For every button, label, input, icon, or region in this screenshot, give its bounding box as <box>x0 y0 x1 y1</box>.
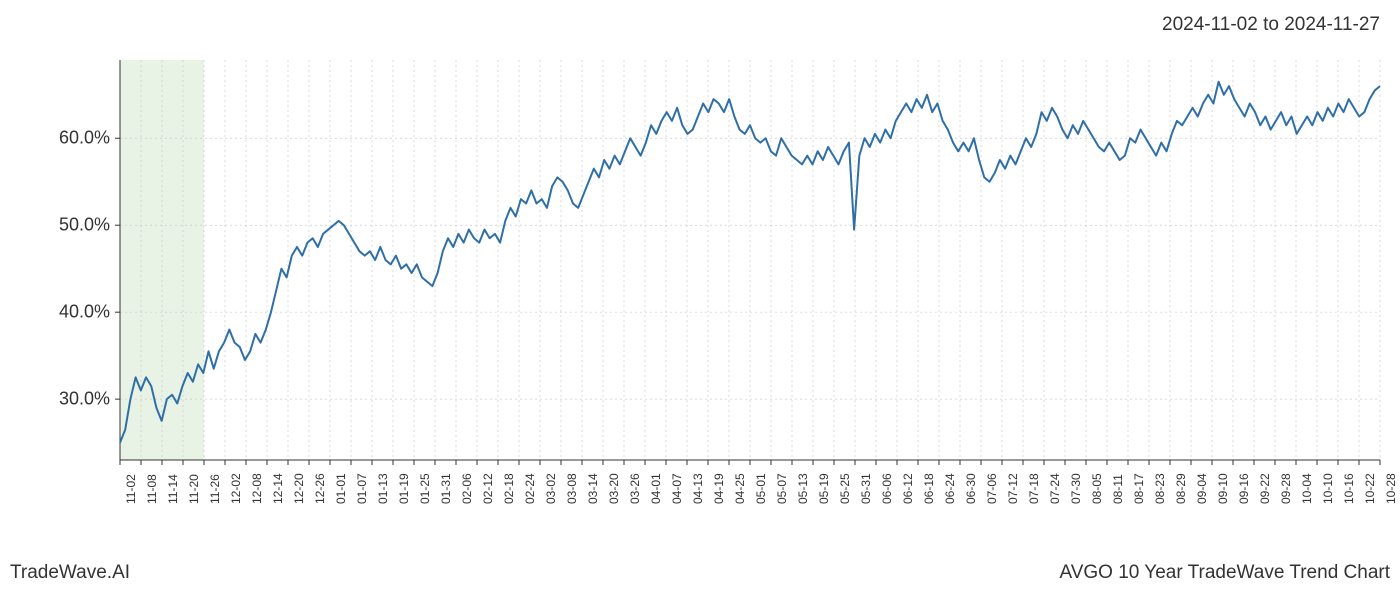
x-tick-label: 07-12 <box>1006 473 1020 504</box>
x-tick-label: 09-16 <box>1237 473 1251 504</box>
x-tick-label: 12-20 <box>292 473 306 504</box>
date-range-label: 2024-11-02 to 2024-11-27 <box>1162 14 1380 36</box>
x-tick-label: 09-10 <box>1216 473 1230 504</box>
y-tick-label: 40.0% <box>59 302 110 323</box>
x-tick-label: 04-01 <box>649 473 663 504</box>
y-tick-label: 60.0% <box>59 128 110 149</box>
x-tick-label: 10-22 <box>1363 473 1377 504</box>
x-tick-label: 11-14 <box>166 474 180 504</box>
x-tick-label: 12-08 <box>250 473 264 504</box>
x-tick-label: 01-19 <box>397 473 411 504</box>
x-tick-label: 11-26 <box>208 474 222 504</box>
x-tick-label: 07-30 <box>1069 473 1083 504</box>
x-tick-label: 09-04 <box>1195 473 1209 504</box>
x-tick-label: 03-02 <box>544 473 558 504</box>
x-tick-label: 08-29 <box>1174 473 1188 504</box>
x-tick-label: 09-22 <box>1258 473 1272 504</box>
x-tick-label: 07-06 <box>985 473 999 504</box>
x-tick-label: 06-18 <box>922 473 936 504</box>
x-tick-label: 01-13 <box>376 473 390 504</box>
x-tick-label: 10-16 <box>1342 473 1356 504</box>
x-tick-label: 04-13 <box>691 473 705 504</box>
x-tick-label: 09-28 <box>1279 473 1293 504</box>
x-tick-label: 12-02 <box>229 473 243 504</box>
x-tick-label: 08-17 <box>1132 473 1146 504</box>
x-tick-label: 05-25 <box>838 473 852 504</box>
x-tick-label: 04-25 <box>733 473 747 504</box>
x-tick-label: 12-26 <box>313 473 327 504</box>
x-tick-label: 03-08 <box>565 473 579 504</box>
y-tick-label: 30.0% <box>59 389 110 410</box>
x-tick-label: 07-18 <box>1027 473 1041 504</box>
x-tick-label: 04-07 <box>670 473 684 504</box>
chart-plot-area <box>120 60 1380 460</box>
x-tick-label: 01-25 <box>418 473 432 504</box>
x-tick-label: 06-30 <box>964 473 978 504</box>
x-tick-label: 03-26 <box>628 473 642 504</box>
x-tick-label: 08-11 <box>1111 474 1125 504</box>
x-tick-label: 05-01 <box>754 473 768 504</box>
chart-svg <box>120 60 1380 460</box>
x-tick-label: 02-06 <box>460 473 474 504</box>
x-tick-label: 05-19 <box>817 473 831 504</box>
x-tick-label: 07-24 <box>1048 473 1062 504</box>
x-tick-label: 05-07 <box>775 473 789 504</box>
x-tick-label: 05-13 <box>796 473 810 504</box>
x-tick-label: 02-18 <box>502 473 516 504</box>
y-tick-label: 50.0% <box>59 215 110 236</box>
footer-chart-title: AVGO 10 Year TradeWave Trend Chart <box>1059 562 1390 584</box>
x-tick-label: 01-01 <box>334 473 348 504</box>
x-tick-label: 10-10 <box>1321 473 1335 504</box>
footer-brand: TradeWave.AI <box>10 562 130 584</box>
x-tick-label: 04-19 <box>712 473 726 504</box>
x-tick-label: 10-04 <box>1300 473 1314 504</box>
x-tick-label: 06-06 <box>880 473 894 504</box>
x-tick-label: 06-12 <box>901 473 915 504</box>
x-tick-label: 02-24 <box>523 473 537 504</box>
x-tick-label: 10-28 <box>1384 473 1398 504</box>
x-tick-label: 02-12 <box>481 473 495 504</box>
x-tick-label: 08-23 <box>1153 473 1167 504</box>
x-tick-label: 01-07 <box>355 473 369 504</box>
x-tick-label: 11-08 <box>145 474 159 504</box>
x-tick-label: 12-14 <box>271 473 285 504</box>
x-tick-label: 01-31 <box>439 473 453 504</box>
x-tick-label: 06-24 <box>943 473 957 504</box>
x-tick-label: 03-20 <box>607 473 621 504</box>
x-tick-label: 11-02 <box>124 474 138 504</box>
x-tick-label: 08-05 <box>1090 473 1104 504</box>
x-tick-label: 03-14 <box>586 473 600 504</box>
x-tick-label: 05-31 <box>859 473 873 504</box>
x-tick-label: 11-20 <box>187 474 201 504</box>
